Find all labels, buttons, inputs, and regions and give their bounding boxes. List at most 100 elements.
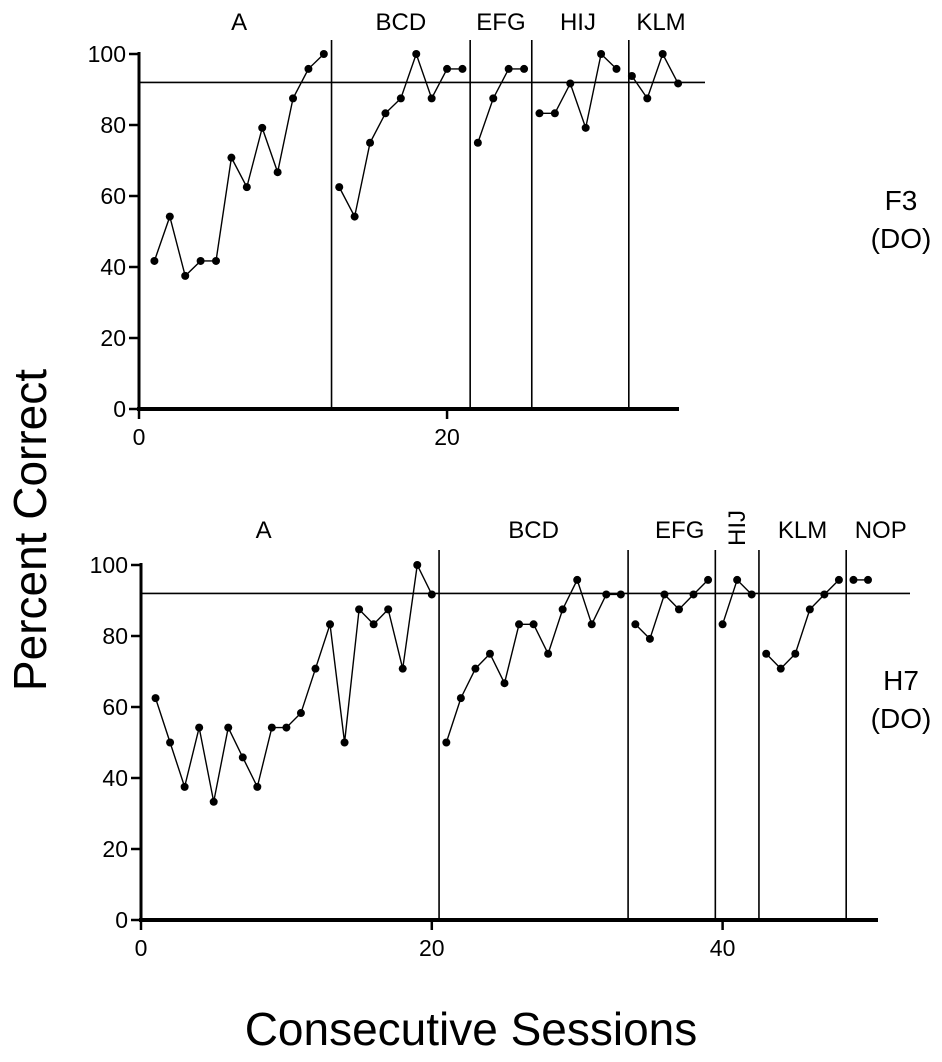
data-point-f3 — [658, 50, 667, 58]
data-point-f3 — [335, 183, 344, 192]
x-tick-label-h7: 40 — [710, 935, 736, 961]
data-point-h7 — [224, 723, 233, 732]
data-point-f3 — [412, 50, 421, 58]
data-point-h7 — [573, 575, 582, 584]
data-point-h7 — [515, 620, 524, 629]
data-point-f3 — [443, 64, 452, 73]
data-point-f3 — [242, 183, 251, 192]
data-point-f3 — [258, 123, 267, 132]
data-point-h7 — [587, 620, 596, 629]
y-tick-label-h7: 100 — [90, 552, 128, 578]
y-tick-label-f3: 40 — [100, 254, 126, 280]
data-point-f3 — [597, 50, 606, 58]
phase-label-f3: A — [231, 9, 247, 36]
data-point-h7 — [253, 782, 262, 791]
data-point-f3 — [319, 50, 328, 58]
data-point-h7 — [805, 605, 814, 614]
y-tick-label-f3: 80 — [100, 112, 126, 138]
data-point-h7 — [834, 575, 843, 584]
y-tick-label-h7: 0 — [115, 907, 128, 933]
data-point-f3 — [150, 256, 159, 265]
y-tick-label-f3: 0 — [113, 396, 126, 422]
data-point-h7 — [500, 679, 509, 688]
data-point-f3 — [427, 94, 436, 103]
data-point-h7 — [718, 620, 727, 629]
data-point-h7 — [166, 738, 175, 747]
data-point-h7 — [180, 782, 189, 791]
y-tick-label-h7: 80 — [102, 623, 128, 649]
x-axis-title: Consecutive Sessions — [244, 1003, 698, 1055]
series-line-h7 — [445, 578, 621, 743]
data-point-h7 — [456, 694, 465, 703]
data-point-h7 — [631, 620, 640, 629]
y-tick-label-f3: 60 — [100, 183, 126, 209]
data-point-h7 — [267, 723, 276, 732]
data-point-h7 — [558, 605, 567, 614]
data-point-h7 — [704, 575, 713, 584]
data-point-f3 — [473, 138, 482, 147]
x-tick-label-h7: 20 — [419, 935, 445, 961]
data-point-f3 — [381, 109, 390, 118]
data-point-f3 — [550, 109, 559, 118]
phase-label-h7: EFG — [655, 517, 704, 544]
data-point-h7 — [529, 620, 538, 629]
data-point-h7 — [398, 664, 407, 673]
series-line-f3 — [477, 68, 525, 143]
data-point-h7 — [864, 575, 872, 584]
data-point-h7 — [674, 605, 683, 614]
data-point-h7 — [369, 620, 378, 629]
data-point-f3 — [581, 123, 590, 132]
data-point-f3 — [627, 72, 636, 81]
phase-label-h7: KLM — [778, 517, 827, 544]
data-point-f3 — [520, 64, 529, 73]
data-point-f3 — [566, 79, 575, 88]
data-point-f3 — [273, 168, 282, 177]
data-point-f3 — [674, 79, 683, 88]
y-tick-label-f3: 20 — [100, 325, 126, 351]
phase-label-f3: HIJ — [560, 9, 596, 36]
data-point-h7 — [645, 634, 654, 643]
phase-label-h7: BCD — [508, 517, 559, 544]
data-point-f3 — [212, 256, 221, 265]
data-point-f3 — [612, 64, 621, 73]
data-point-f3 — [350, 212, 359, 221]
data-point-h7 — [733, 575, 742, 584]
data-point-h7 — [340, 738, 349, 747]
x-tick-label-f3: 20 — [434, 424, 460, 450]
data-point-f3 — [181, 271, 190, 280]
data-point-f3 — [504, 64, 513, 73]
data-point-h7 — [209, 797, 218, 806]
data-point-h7 — [355, 605, 364, 614]
phase-label-f3: EFG — [476, 9, 525, 36]
series-line-f3 — [631, 52, 679, 100]
data-point-h7 — [747, 590, 756, 599]
data-point-h7 — [849, 575, 858, 584]
y-axis-title: Percent Correct — [4, 368, 56, 692]
data-point-f3 — [289, 94, 298, 103]
data-point-f3 — [196, 256, 205, 265]
subject-id-h7: H7 — [883, 665, 919, 696]
data-point-h7 — [544, 649, 553, 658]
series-line-h7 — [634, 579, 709, 641]
data-point-h7 — [282, 723, 291, 732]
y-axis-title-wrap: Percent Correct — [0, 300, 60, 760]
data-point-h7 — [238, 753, 247, 762]
y-tick-label-h7: 60 — [102, 694, 128, 720]
data-point-h7 — [384, 605, 393, 614]
data-point-h7 — [485, 649, 494, 658]
data-point-h7 — [471, 664, 480, 673]
data-point-h7 — [689, 590, 698, 599]
data-point-h7 — [326, 620, 335, 629]
subject-label-f3: F3 (DO) — [860, 182, 942, 258]
phase-label-f3: KLM — [636, 9, 685, 36]
data-point-h7 — [660, 590, 669, 599]
y-tick-label-f3: 100 — [88, 41, 126, 67]
data-point-f3 — [535, 109, 544, 118]
data-point-h7 — [820, 590, 829, 599]
data-point-h7 — [311, 664, 320, 673]
data-point-h7 — [151, 694, 160, 703]
x-tick-label-h7: 0 — [135, 935, 148, 961]
data-point-h7 — [296, 709, 305, 718]
